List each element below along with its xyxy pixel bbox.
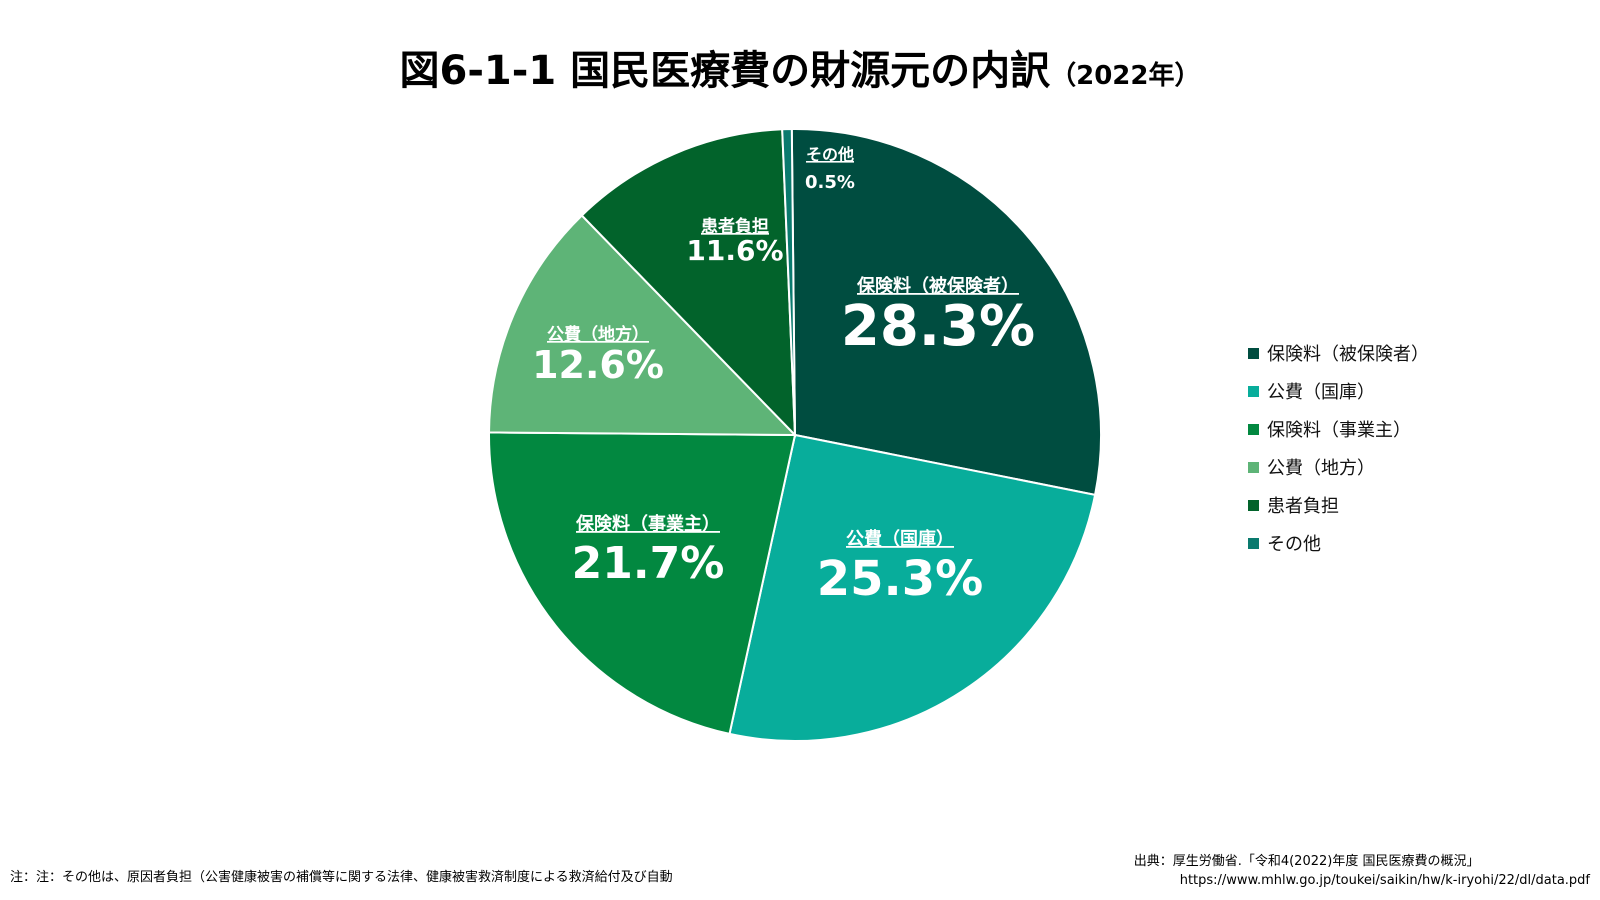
slice-label: 患者負担 <box>701 216 769 237</box>
source-citation: 出典：厚生労働省.「令和4(2022)年度 国民医療費の概況」 https://… <box>1134 852 1590 890</box>
legend-label: 保険料（事業主） <box>1267 420 1411 441</box>
legend-item: その他 <box>1248 524 1429 562</box>
slice-label: 保険料（被保険者） <box>856 275 1019 297</box>
footnote: 注：注：その他は、原因者負担（公害健康被害の補償等に関する法律、健康被害救済制度… <box>10 870 673 885</box>
legend-swatch <box>1248 499 1259 511</box>
slice-value-label: 0.5% <box>805 172 855 193</box>
slice-label: 保険料（事業主） <box>575 513 720 535</box>
legend-label: 保険料（被保険者） <box>1267 344 1429 365</box>
slice-value-label: 25.3% <box>817 551 984 607</box>
slice-value-label: 28.3% <box>841 294 1035 359</box>
legend-label: 公費（国庫） <box>1267 382 1375 403</box>
pie-slice <box>728 433 1097 742</box>
slice-label: その他 <box>806 145 854 164</box>
legend-item: 公費（国庫） <box>1248 372 1429 410</box>
pie-slice <box>488 431 797 736</box>
pie-slice <box>580 128 797 438</box>
legend-label: 公費（地方） <box>1267 458 1375 479</box>
legend-label: その他 <box>1267 534 1321 555</box>
legend-item: 保険料（被保険者） <box>1248 334 1429 372</box>
legend-swatch <box>1248 537 1259 549</box>
slice-label: 公費（国庫） <box>846 528 954 550</box>
slice-value-label: 11.6% <box>686 234 783 267</box>
chart-title-main: 図6-1-1 国民医療費の財源元の内訳 <box>399 48 1051 94</box>
pie-slice <box>488 214 798 437</box>
legend-swatch <box>1248 423 1259 435</box>
pie-slice <box>790 128 1102 497</box>
legend-item: 患者負担 <box>1248 486 1429 524</box>
pie-slice <box>781 128 796 436</box>
chart-title: 図6-1-1 国民医療費の財源元の内訳（2022年） <box>0 38 1600 96</box>
legend-item: 保険料（事業主） <box>1248 410 1429 448</box>
legend-label: 患者負担 <box>1267 496 1339 517</box>
legend-swatch <box>1248 385 1259 397</box>
chart-legend: 保険料（被保険者） 公費（国庫） 保険料（事業主） 公費（地方） 患者負担その他 <box>1248 334 1429 562</box>
chart-title-year: （2022年） <box>1050 61 1201 91</box>
legend-item: 公費（地方） <box>1248 448 1429 486</box>
source-title: 出典：厚生労働省.「令和4(2022)年度 国民医療費の概況」 <box>1133 854 1480 869</box>
legend-swatch <box>1248 347 1259 359</box>
source-url[interactable]: https://www.mhlw.go.jp/toukei/saikin/hw/… <box>1179 873 1590 888</box>
legend-swatch <box>1248 461 1259 473</box>
slice-value-label: 12.6% <box>532 343 664 387</box>
slice-value-label: 21.7% <box>572 538 725 589</box>
slice-label: 公費（地方） <box>547 324 649 345</box>
